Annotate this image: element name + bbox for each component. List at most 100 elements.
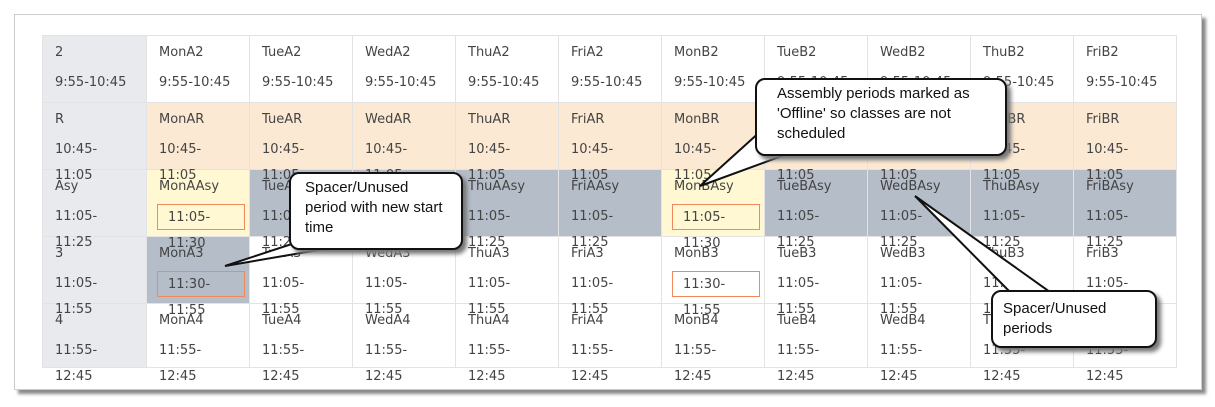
cell-period-time: 11:05-11:55 xyxy=(571,276,614,317)
period-cell[interactable]: TueAR 10:45-11:05 xyxy=(249,102,353,183)
cell-period-name: MonBAsy xyxy=(674,179,734,194)
cell-period-name: FriA3 xyxy=(571,246,604,261)
cell-period-name: ThuAR xyxy=(468,112,511,127)
period-cell[interactable]: MonA3 11:30-11:55 xyxy=(146,236,250,318)
cell-period-name: WedA2 xyxy=(365,45,411,60)
period-name: 3 xyxy=(55,246,64,261)
period-cell[interactable]: MonB3 11:30-11:55 xyxy=(661,236,765,318)
period-row: 4 11:55-12:45 MonA4 11:55-12:45 TueA4 11:55-1… xyxy=(42,303,1177,384)
period-cell[interactable]: FriBR 10:45-11:05 xyxy=(1073,102,1177,183)
callout-assembly-offline: Assembly periods marked as 'Offline' so … xyxy=(755,78,1007,156)
cell-period-name: ThuA4 xyxy=(468,313,510,328)
period-cell[interactable]: TueA311:05-11:55 xyxy=(249,236,353,317)
cell-period-name: MonA3 xyxy=(159,246,204,261)
cell-period-time: 9:55-10:45 xyxy=(365,75,437,90)
period-time: 9:55-10:45 xyxy=(55,75,127,90)
period-cell[interactable]: ThuA2 9:55-10:45 xyxy=(455,35,559,103)
cell-period-name: ThuB2 xyxy=(983,45,1025,60)
period-name: 2 xyxy=(55,45,64,60)
cell-period-time: 11:05-11:25 xyxy=(777,209,820,250)
cell-period-name: MonA2 xyxy=(159,45,204,60)
cell-period-time: 9:55-10:45 xyxy=(571,75,643,90)
period-cell[interactable]: WedB3 11:05-11:55 xyxy=(867,236,971,317)
cell-period-time: 10:45-11:05 xyxy=(1086,142,1129,183)
cell-period-name: TueB2 xyxy=(777,45,817,60)
period-cell[interactable]: TueA2 9:55-10:45 xyxy=(249,35,353,103)
period-cell[interactable]: FriAR 10:45-11:05 xyxy=(558,102,662,183)
period-header-cell[interactable]: R 10:45-11:05 xyxy=(42,102,147,183)
period-time: 11:05-11:55 xyxy=(55,276,98,317)
cell-period-time: 11:55-12:45 xyxy=(571,343,614,384)
cell-period-time: 10:45-11:05 xyxy=(159,142,202,183)
cell-period-name: ThuA2 xyxy=(468,45,510,60)
cell-period-time: 11:05-11:25 xyxy=(571,209,614,250)
cell-period-name: WedB4 xyxy=(880,313,926,328)
period-cell[interactable]: MonB2 9:55-10:45 xyxy=(661,35,765,103)
cell-period-time: 10:45-11:05 xyxy=(571,142,614,183)
period-cell[interactable]: ThuA4 11:55-12:45 xyxy=(455,303,559,384)
period-cell[interactable]: TueBAsy 11:05-11:25 xyxy=(764,169,868,250)
period-cell[interactable]: ThuBAsy 11:05-11:25 xyxy=(970,169,1074,250)
cell-period-time: 11:05-11:25 xyxy=(468,209,511,250)
period-time: 11:05-11:25 xyxy=(55,209,98,250)
period-cell[interactable]: WedBAsy 11:05-11:25 xyxy=(867,169,971,250)
period-header-cell[interactable]: 4 11:55-12:45 xyxy=(42,303,147,384)
cell-period-name: MonAAsy xyxy=(159,179,220,194)
cell-period-time: 10:45-11:05 xyxy=(674,142,717,183)
cell-period-time: 11:55-12:45 xyxy=(777,343,820,384)
period-cell[interactable]: TueB3 11:05-11:55 xyxy=(764,236,868,317)
period-cell[interactable]: MonAR 10:45-11:05 xyxy=(146,102,250,183)
cell-period-name: FriB3 xyxy=(1086,246,1119,261)
period-cell[interactable]: WedB4 11:55-12:45 xyxy=(867,303,971,384)
period-cell[interactable]: TueB4 11:55-12:45 xyxy=(764,303,868,384)
period-header-cell[interactable]: 3 11:05-11:55 xyxy=(42,236,147,317)
cell-period-name: MonB2 xyxy=(674,45,719,60)
callout-spacer-new-start: Spacer/Unused period with new start time xyxy=(289,172,463,250)
cell-period-time: 11:05-11:25 xyxy=(983,209,1026,250)
cell-period-time: 11:55-12:45 xyxy=(880,343,923,384)
cell-period-name: TueBAsy xyxy=(777,179,832,194)
cell-period-name: TueAR xyxy=(262,112,303,127)
cell-period-name: WedB2 xyxy=(880,45,926,60)
cell-period-time: 9:55-10:45 xyxy=(468,75,540,90)
period-cell[interactable]: MonA4 11:55-12:45 xyxy=(146,303,250,384)
cell-period-name: FriBR xyxy=(1086,112,1120,127)
period-cell[interactable]: MonAAsy 11:05-11:30 xyxy=(146,169,250,251)
cell-period-name: TueA4 xyxy=(262,313,302,328)
cell-period-name: MonB4 xyxy=(674,313,719,328)
cell-period-time: 11:55-12:45 xyxy=(365,343,408,384)
cell-period-name: ThuA3 xyxy=(468,246,510,261)
cell-period-name: FriAR xyxy=(571,112,605,127)
period-cell[interactable]: WedA4 11:55-12:45 xyxy=(352,303,456,384)
period-cell[interactable]: ThuAAsy 11:05-11:25 xyxy=(455,169,559,250)
period-cell[interactable]: FriAAsy 11:05-11:25 xyxy=(558,169,662,250)
period-cell[interactable]: ThuA3 11:05-11:55 xyxy=(455,236,559,317)
period-header-cell[interactable]: 2 9:55-10:45 xyxy=(42,35,147,103)
period-row: 3 11:05-11:55 MonA3 11:30-11:55TueA311:05-1… xyxy=(42,236,1177,318)
cell-period-time: 11:55-12:45 xyxy=(262,343,305,384)
period-cell[interactable]: WedA2 9:55-10:45 xyxy=(352,35,456,103)
cell-period-name: WedA4 xyxy=(365,313,411,328)
cell-period-time: 10:45-11:05 xyxy=(468,142,511,183)
period-cell[interactable]: FriA3 11:05-11:55 xyxy=(558,236,662,317)
cell-period-name: TueB4 xyxy=(777,313,817,328)
cell-period-time: 11:30-11:55 xyxy=(157,271,245,318)
cell-period-time: 11:05-11:55 xyxy=(365,276,408,317)
period-cell[interactable]: TueA4 11:55-12:45 xyxy=(249,303,353,384)
cell-period-name: FriBAsy xyxy=(1086,179,1134,194)
cell-period-time: 9:55-10:45 xyxy=(674,75,746,90)
cell-period-name: WedBAsy xyxy=(880,179,941,194)
cell-period-name: FriA2 xyxy=(571,45,604,60)
cell-period-time: 11:05-11:55 xyxy=(880,276,923,317)
cell-period-name: TueA2 xyxy=(262,45,302,60)
period-cell[interactable]: MonA2 9:55-10:45 xyxy=(146,35,250,103)
cell-period-name: FriA4 xyxy=(571,313,604,328)
period-cell[interactable]: MonBR 10:45-11:05 xyxy=(661,102,765,183)
cell-period-name: MonBR xyxy=(674,112,720,127)
period-cell[interactable]: FriBAsy 11:05-11:25 xyxy=(1073,169,1177,250)
cell-period-name: MonA4 xyxy=(159,313,204,328)
period-time: 10:45-11:05 xyxy=(55,142,98,183)
cell-period-time: 11:55-12:45 xyxy=(159,343,202,384)
period-header-cell[interactable]: Asy 11:05-11:25 xyxy=(42,169,147,250)
period-cell[interactable]: MonB4 11:55-12:45 xyxy=(661,303,765,384)
